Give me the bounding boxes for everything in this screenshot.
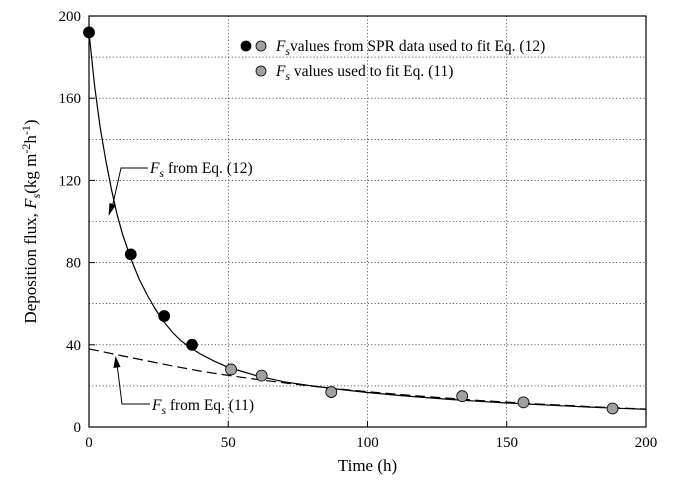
x-tick-label: 0 bbox=[85, 435, 93, 451]
data-point-series-1 bbox=[84, 27, 95, 38]
annotation-eq12-symbol: F bbox=[149, 160, 160, 177]
data-point-series-2 bbox=[226, 364, 237, 375]
x-tick-label: 100 bbox=[356, 435, 379, 451]
data-point-series-2 bbox=[457, 391, 468, 402]
annotation-eq12-text: from Eq. (12) bbox=[164, 160, 253, 177]
x-tick-label: 50 bbox=[221, 435, 236, 451]
y-tick-label: 160 bbox=[59, 91, 82, 107]
y-axis-title-exp1: -2 bbox=[19, 144, 33, 154]
y-tick-label: 0 bbox=[74, 420, 82, 436]
legend-marker-spr-gray bbox=[256, 41, 266, 51]
data-point-series-2 bbox=[518, 397, 529, 408]
legend-entry-eq12-symbol: F bbox=[275, 38, 286, 55]
data-point-series-2 bbox=[256, 370, 267, 381]
data-point-series-1 bbox=[159, 311, 170, 322]
x-tick-label: 150 bbox=[496, 435, 519, 451]
legend-entry-eq12-text: values from SPR data used to fit Eq. (12… bbox=[290, 38, 545, 55]
data-point-series-1 bbox=[187, 339, 198, 350]
x-tick-label: 200 bbox=[635, 435, 658, 451]
annotation-eq11-text: from Eq. (11) bbox=[166, 397, 254, 414]
data-point-series-2 bbox=[607, 403, 618, 414]
annotation-eq11-symbol: F bbox=[151, 397, 162, 414]
data-point-series-1 bbox=[125, 249, 136, 260]
y-axis-title-units-open: (kg m bbox=[21, 154, 40, 194]
legend-entry-eq11-symbol: F bbox=[275, 63, 286, 80]
y-axis-title-prefix: Deposition flux, bbox=[21, 209, 40, 324]
y-tick-label: 80 bbox=[66, 256, 81, 272]
y-axis-title-units-close: ) bbox=[21, 119, 40, 125]
y-axis-title-symbol: F bbox=[21, 198, 40, 210]
x-axis-title: Time (h) bbox=[338, 456, 397, 475]
y-axis-title-exp2: -1 bbox=[19, 125, 33, 135]
legend-entry-eq11-text: values used to fit Eq. (11) bbox=[290, 63, 453, 80]
y-tick-label: 120 bbox=[59, 173, 82, 189]
legend-marker-eq11-gray bbox=[256, 66, 266, 76]
y-tick-label: 200 bbox=[59, 9, 82, 25]
y-tick-label: 40 bbox=[66, 338, 81, 354]
data-point-series-2 bbox=[326, 387, 337, 398]
legend-marker-spr-black bbox=[241, 41, 251, 51]
